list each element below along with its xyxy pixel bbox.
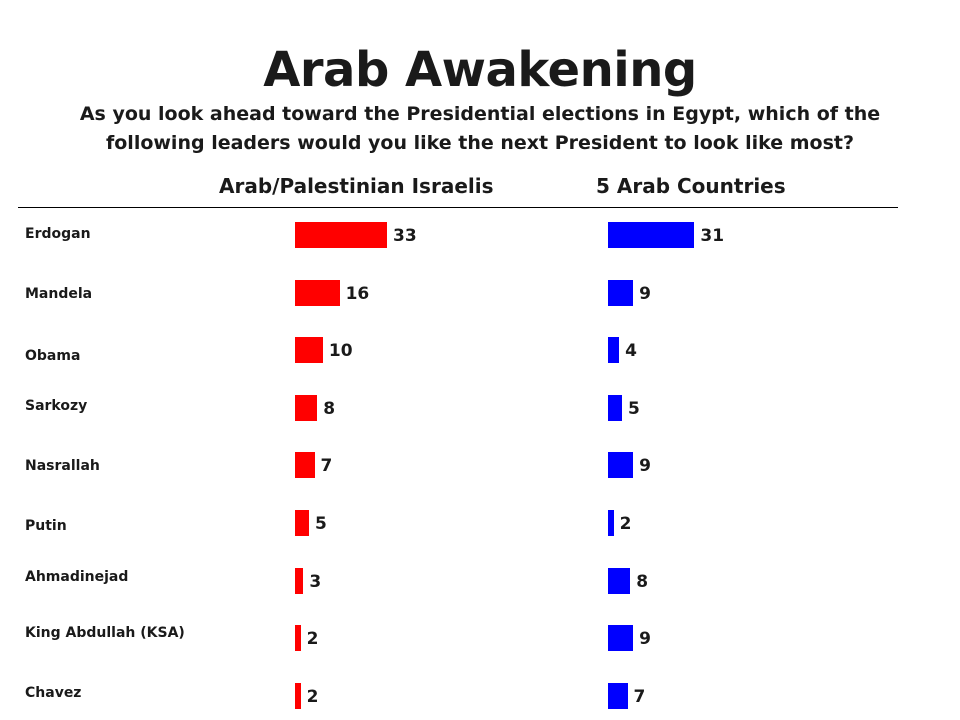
bar-arab-countries-chavez bbox=[608, 682, 628, 709]
value-label-israelis-chavez: 2 bbox=[306, 686, 319, 707]
bar-arab-countries-nasrallah bbox=[608, 452, 634, 479]
value-label-israelis-erdogan: 33 bbox=[393, 226, 417, 246]
bar-israelis-sarkozy bbox=[295, 394, 318, 421]
value-label-arab-countries-nasrallah: 9 bbox=[639, 456, 651, 477]
category-label-putin: Putin bbox=[25, 518, 67, 534]
page-title: Arab Awakening bbox=[263, 42, 697, 98]
bar-israelis-ahmadinejad bbox=[295, 567, 304, 594]
series-header-arab-countries: 5 Arab Countries bbox=[596, 174, 786, 198]
bar-arab-countries-obama bbox=[608, 337, 620, 364]
category-label-obama: Obama bbox=[25, 348, 81, 364]
header-divider bbox=[18, 207, 898, 208]
bar-israelis-chavez bbox=[295, 682, 301, 709]
question-line-1: As you look ahead toward the Presidentia… bbox=[79, 103, 881, 125]
category-label-erdogan: Erdogan bbox=[25, 226, 91, 242]
question-line-2: following leaders would you like the nex… bbox=[105, 132, 855, 154]
value-label-israelis-obama: 10 bbox=[328, 341, 353, 362]
series-header-israelis: Arab/Palestinian Israelis bbox=[219, 174, 494, 198]
survey-question: As you look ahead toward the Presidentia… bbox=[40, 100, 920, 158]
category-label-mandela: Mandela bbox=[25, 286, 93, 302]
value-label-israelis-ahmadinejad: 3 bbox=[309, 571, 322, 592]
value-label-arab-countries-obama: 4 bbox=[625, 341, 637, 362]
value-label-israelis-putin: 5 bbox=[314, 514, 327, 534]
bar-arab-countries-putin bbox=[608, 510, 614, 536]
value-label-arab-countries-ahmadinejad: 8 bbox=[636, 571, 649, 592]
value-label-arab-countries-sarkozy: 5 bbox=[627, 398, 640, 419]
value-label-arab-countries-king-abdullah-ksa: 9 bbox=[639, 629, 651, 650]
bar-arab-countries-erdogan bbox=[608, 222, 695, 248]
bar-arab-countries-king-abdullah-ksa bbox=[608, 625, 634, 652]
bar-israelis-erdogan bbox=[295, 222, 387, 248]
category-label-nasrallah: Nasrallah bbox=[25, 458, 100, 474]
bar-israelis-obama bbox=[295, 337, 323, 364]
value-label-arab-countries-chavez: 7 bbox=[633, 686, 646, 707]
bar-arab-countries-ahmadinejad bbox=[608, 567, 631, 594]
value-label-israelis-mandela: 16 bbox=[345, 283, 370, 304]
value-label-arab-countries-mandela: 9 bbox=[639, 283, 651, 304]
category-label-sarkozy: Sarkozy bbox=[25, 398, 88, 414]
category-label-chavez: Chavez bbox=[25, 685, 82, 701]
bar-israelis-putin bbox=[295, 510, 309, 536]
value-label-arab-countries-putin: 2 bbox=[619, 514, 632, 534]
value-label-israelis-sarkozy: 8 bbox=[323, 398, 336, 419]
bar-israelis-mandela bbox=[295, 279, 340, 306]
value-label-arab-countries-erdogan: 31 bbox=[700, 226, 725, 246]
value-label-israelis-king-abdullah-ksa: 2 bbox=[306, 629, 319, 650]
category-label-king-abdullah-ksa: King Abdullah (KSA) bbox=[25, 625, 185, 641]
bar-israelis-nasrallah bbox=[295, 452, 315, 479]
bar-arab-countries-mandela bbox=[608, 279, 634, 306]
bar-arab-countries-sarkozy bbox=[608, 394, 622, 421]
value-label-israelis-nasrallah: 7 bbox=[320, 456, 333, 477]
category-label-ahmadinejad: Ahmadinejad bbox=[25, 569, 129, 585]
bar-israelis-king-abdullah-ksa bbox=[295, 625, 301, 652]
